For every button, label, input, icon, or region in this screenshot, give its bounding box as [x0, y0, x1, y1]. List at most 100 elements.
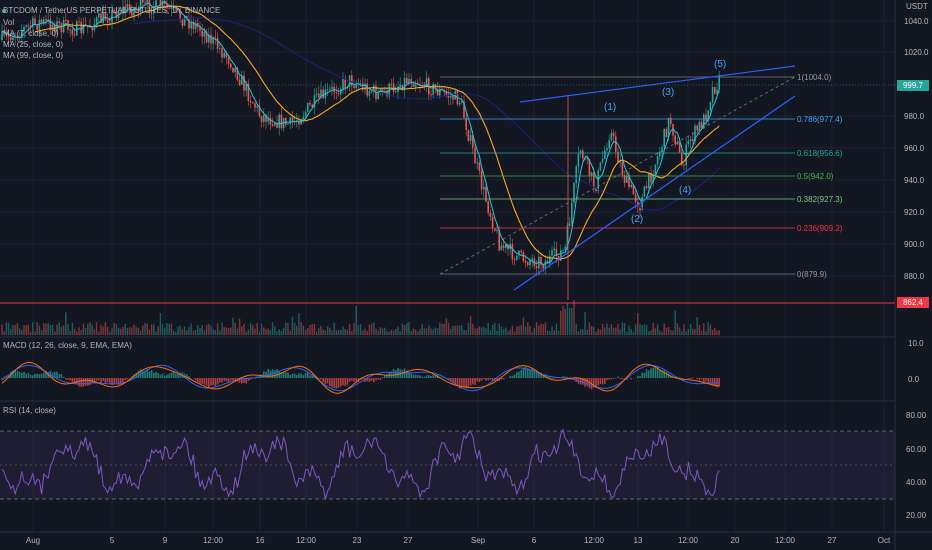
macd-hist-bar [615, 378, 617, 379]
volume-bar [687, 328, 690, 335]
volume-bar [282, 327, 285, 335]
macd-hist-bar [714, 378, 716, 387]
volume-bar [23, 324, 25, 335]
candle-body [221, 48, 223, 58]
volume-bar [111, 328, 113, 335]
volume-bar [593, 326, 595, 335]
macd-hist-bar [104, 378, 107, 384]
macd-hist-bar [434, 375, 437, 378]
time-tick: 12:00 [678, 536, 699, 545]
macd-line [1, 364, 720, 392]
volume-bar [243, 324, 245, 335]
price-tick: 980.0 [904, 112, 925, 121]
macd-hist-bar [84, 378, 87, 386]
volume-bar [201, 325, 203, 335]
volume-bar [164, 328, 166, 335]
candle-body [10, 36, 12, 41]
macd-hist-bar [430, 376, 432, 378]
volume-bar [131, 327, 133, 335]
candle-body [230, 63, 232, 68]
volume-bar [463, 329, 465, 335]
macd-hist-bar [146, 368, 148, 378]
macd-hist-bar [370, 378, 373, 381]
candle-body [276, 123, 278, 128]
macd-hist-bar [535, 371, 538, 378]
volume-bar [269, 330, 272, 335]
volume-bar [656, 324, 659, 335]
candle-body [656, 156, 659, 165]
volume-bar [58, 322, 60, 335]
candle-body [7, 34, 10, 37]
macd-hist-bar [45, 370, 47, 378]
macd-hist-bar [452, 378, 454, 384]
macd-hist-bar [159, 374, 162, 378]
volume-bar [535, 322, 538, 335]
time-tick: 5 [110, 536, 115, 545]
volume-bar [263, 327, 265, 335]
volume-bar [45, 323, 47, 335]
candle-body [223, 52, 225, 58]
time-axis[interactable]: Aug 5 9 12:00 16 12:00 23 27 Sep 6 12:00 13 12:00 20 1… [26, 536, 891, 545]
rsi-legend[interactable]: RSI (14, close) [3, 406, 56, 415]
volume-bar [51, 324, 54, 335]
candle-body [183, 16, 186, 26]
time-tick: 13 [634, 536, 643, 545]
volume-bar [135, 327, 137, 335]
price-axis[interactable]: 1040.0 1020.0 980.0 960.0 940.0 920.0 900.0 880… [904, 17, 929, 281]
time-tick: 16 [256, 536, 265, 545]
volume-bar [333, 322, 335, 335]
ma99-legend[interactable]: MA (99, close, 0) [3, 51, 63, 60]
vol-legend[interactable]: Vol [3, 18, 14, 27]
candle-body [80, 21, 82, 34]
candle-body [615, 136, 617, 152]
ma7-legend[interactable]: MA (7, close, 0) [3, 29, 59, 38]
macd-legend[interactable]: MACD (12, 26, close, 9, EMA, EMA) [3, 341, 132, 350]
macd-hist-bar [203, 378, 206, 385]
volume-bar [445, 318, 448, 335]
volume-bar [1, 324, 3, 335]
macd-hist-bar [221, 378, 223, 383]
volume-bar [623, 323, 626, 335]
macd-hist-bar [348, 378, 351, 382]
candle-body [197, 23, 199, 27]
volume-bar [80, 330, 82, 335]
volume-bar [3, 331, 5, 335]
ma25-legend[interactable]: MA (25, close, 0) [3, 40, 63, 49]
macd-hist-bar [353, 378, 355, 382]
macd-hist-bar [289, 374, 291, 378]
macd-hist-bar [36, 373, 38, 378]
volume-bar [491, 324, 494, 335]
candle-body [104, 12, 107, 21]
volume-bar [637, 312, 639, 335]
volume-bars [1, 300, 720, 335]
upper-trendline[interactable] [519, 65, 796, 103]
macd-hist-bar [546, 375, 549, 378]
volume-bar [588, 322, 591, 335]
candle-body [652, 175, 654, 183]
volume-bar [476, 328, 478, 335]
candle-body [520, 250, 522, 253]
candle-body [718, 74, 720, 90]
fib-retracement[interactable]: 1(1004.0) 0.786(977.4) 0.618(956.6) 0.5(… [439, 73, 843, 279]
volume-bar [181, 329, 184, 335]
candle-body [227, 57, 230, 64]
time-tick: Oct [878, 536, 891, 545]
volume-bar [412, 328, 415, 335]
volume-bar [315, 331, 318, 335]
macd-hist-bar [584, 378, 586, 387]
volume-bar [54, 331, 56, 335]
candle-body [287, 124, 289, 125]
candle-body [412, 83, 415, 87]
symbol-title[interactable]: BTCDOM / TetherUS PERPETUAL FUTURES, 1h,… [3, 6, 220, 15]
macd-hist-bar [137, 371, 140, 378]
candle-body [546, 260, 549, 264]
macd-hist-bar [166, 374, 168, 378]
volume-bar [606, 323, 608, 335]
candle-body [487, 201, 489, 213]
macd-hist-bar [564, 376, 566, 378]
candle-body [133, 7, 135, 16]
lower-trendline[interactable] [513, 95, 796, 291]
macd-hist-bar [599, 378, 602, 385]
candle-body [516, 255, 518, 260]
